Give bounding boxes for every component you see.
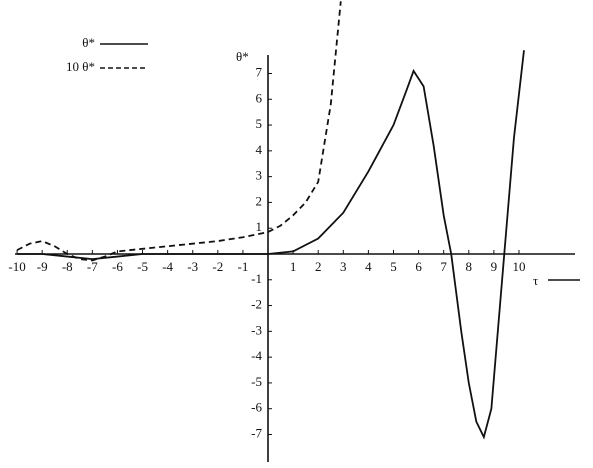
x-tick-label: -1 bbox=[237, 259, 248, 274]
x-tick-label: 10 bbox=[512, 259, 525, 274]
y-tick-label: 4 bbox=[256, 142, 263, 157]
line-series bbox=[17, 50, 525, 440]
x-tick-label: 3 bbox=[340, 259, 347, 274]
y-tick-label: 5 bbox=[256, 116, 263, 131]
y-tick-label: 7 bbox=[256, 64, 263, 79]
x-tick-label: -3 bbox=[187, 259, 198, 274]
line-series bbox=[16, 1, 342, 262]
x-tick-label: 4 bbox=[365, 259, 372, 274]
x-tick-label: -4 bbox=[162, 259, 173, 274]
x-tick-label: -6 bbox=[112, 259, 123, 274]
x-tick-label: 1 bbox=[290, 259, 297, 274]
y-tick-label: -7 bbox=[251, 425, 262, 440]
x-tick-label: 7 bbox=[440, 259, 447, 274]
x-tick-label: -7 bbox=[87, 259, 98, 274]
y-tick-label: -3 bbox=[251, 322, 262, 337]
y-tick-label: 2 bbox=[256, 193, 263, 208]
x-tick-label: -10 bbox=[8, 259, 25, 274]
x-tick-label: 6 bbox=[415, 259, 422, 274]
x-tick-label: 5 bbox=[390, 259, 397, 274]
y-tick-label: -6 bbox=[251, 400, 262, 415]
x-tick-label: 2 bbox=[315, 259, 322, 274]
legend-label: 10 θ* bbox=[66, 59, 95, 74]
y-tick-label: 6 bbox=[256, 90, 263, 105]
x-tick-label: -2 bbox=[212, 259, 223, 274]
x-tick-label: 8 bbox=[466, 259, 473, 274]
y-tick-label: -1 bbox=[251, 271, 262, 286]
legend-label: θ* bbox=[82, 35, 95, 50]
x-tick-label: -9 bbox=[37, 259, 48, 274]
y-tick-label: 3 bbox=[256, 168, 263, 183]
x-tick-label: -5 bbox=[137, 259, 148, 274]
y-tick-label: -5 bbox=[251, 374, 262, 389]
y-axis-label: θ* bbox=[236, 49, 249, 64]
x-tick-label: -8 bbox=[62, 259, 73, 274]
y-tick-label: 1 bbox=[256, 219, 263, 234]
x-axis-label: τ bbox=[533, 273, 538, 288]
y-tick-label: -2 bbox=[251, 297, 262, 312]
x-tick-label: 9 bbox=[491, 259, 498, 274]
y-tick-label: -4 bbox=[251, 348, 262, 363]
